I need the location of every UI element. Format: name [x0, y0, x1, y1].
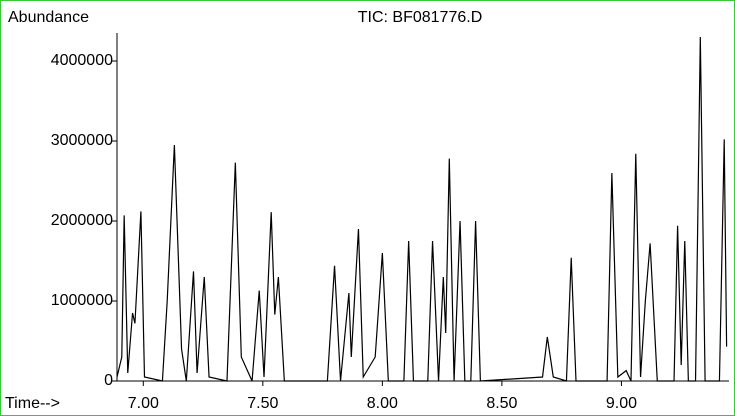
x-tick-label: 8.00 [367, 395, 398, 412]
x-tick-label: 8.50 [486, 395, 517, 412]
y-tick-label: 2000000 [51, 212, 113, 229]
y-tick-label: 4000000 [51, 52, 113, 69]
y-tick-label: 1000000 [51, 292, 113, 309]
chart-title: TIC: BF081776.D [358, 9, 483, 26]
y-tick-label: 0 [104, 372, 113, 389]
x-tick-label: 9.00 [606, 395, 637, 412]
x-tick-label: 7.50 [247, 395, 278, 412]
x-tick-label: 7.00 [128, 395, 159, 412]
x-axis-label: Time--> [5, 395, 60, 412]
y-axis-label: Abundance [8, 9, 89, 26]
y-tick-label: 3000000 [51, 132, 113, 149]
signal-line [116, 36, 728, 382]
